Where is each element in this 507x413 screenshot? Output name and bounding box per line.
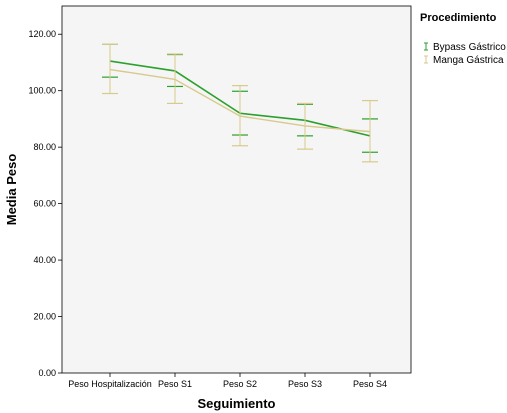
legend-label: Bypass Gástrico [433, 42, 506, 53]
x-tick-label: Peso Hospitalización [68, 379, 152, 389]
x-tick-label: Peso S1 [158, 379, 192, 389]
legend-items: Bypass Gástrico Manga Gástrica [424, 42, 506, 66]
x-axis-title: Seguimiento [197, 396, 275, 411]
y-tick-label: 0.00 [38, 368, 56, 378]
y-axis: 0.00 20.00 40.00 60.00 80.00 100.00 120.00 [28, 29, 62, 378]
x-axis: Peso Hospitalización Peso S1 Peso S2 Peso S… [68, 373, 387, 389]
y-axis-title: Media Peso [4, 154, 19, 226]
legend: Procedimiento Bypass Gástrico Manga Gástr… [420, 12, 506, 66]
x-tick-label: Peso S3 [288, 379, 322, 389]
series-1 [102, 43, 378, 163]
x-tick-label: Peso S4 [353, 379, 387, 389]
legend-item: Manga Gástrica [424, 55, 504, 66]
y-tick-label: 80.00 [33, 142, 56, 152]
legend-label: Manga Gástrica [433, 55, 504, 66]
y-tick-label: 40.00 [33, 255, 56, 265]
y-tick-label: 60.00 [33, 199, 56, 209]
plot-area [61, 5, 412, 374]
y-tick-label: 120.00 [28, 29, 56, 39]
legend-item: Bypass Gástrico [424, 42, 506, 53]
series-layer [102, 43, 378, 163]
legend-title: Procedimiento [420, 12, 497, 24]
y-tick-label: 20.00 [33, 312, 56, 322]
y-tick-label: 100.00 [28, 86, 56, 96]
x-tick-label: Peso S2 [223, 379, 257, 389]
